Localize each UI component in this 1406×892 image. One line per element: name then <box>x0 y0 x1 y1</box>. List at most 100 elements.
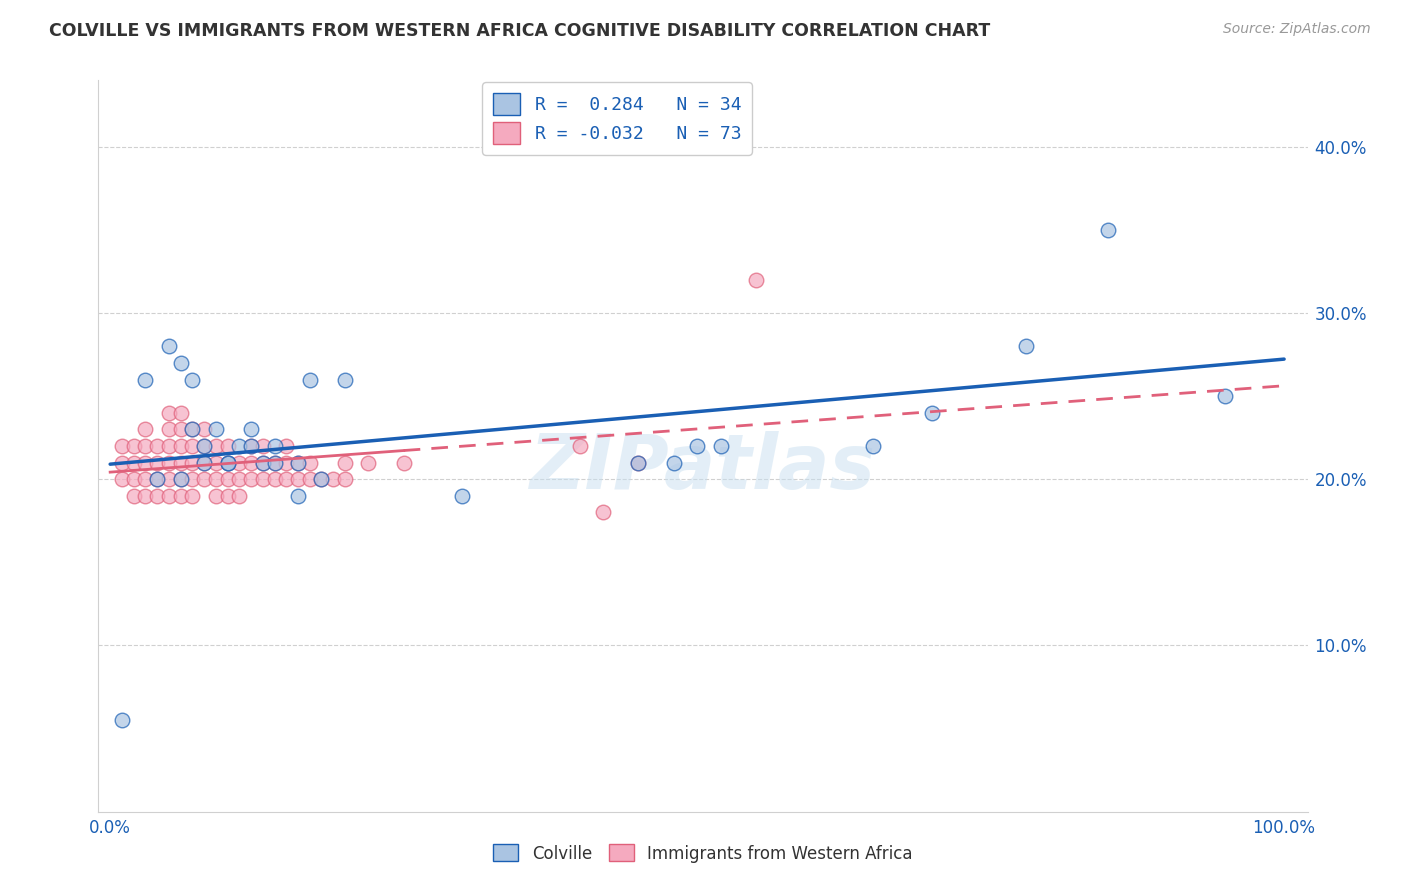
Point <box>627 456 650 470</box>
Point <box>122 456 145 470</box>
Point <box>263 456 285 470</box>
Point <box>240 422 263 436</box>
Point <box>357 456 380 470</box>
Point <box>662 456 685 470</box>
Point <box>287 489 309 503</box>
Point <box>181 422 204 436</box>
Point <box>287 456 309 470</box>
Point <box>240 439 263 453</box>
Point <box>146 472 169 486</box>
Point <box>193 422 215 436</box>
Point <box>111 714 134 728</box>
Legend: Colville, Immigrants from Western Africa: Colville, Immigrants from Western Africa <box>486 838 920 869</box>
Point <box>240 439 263 453</box>
Point <box>1215 389 1237 403</box>
Point <box>745 273 768 287</box>
Point <box>311 472 333 486</box>
Point <box>157 439 180 453</box>
Point <box>298 472 321 486</box>
Point <box>193 456 215 470</box>
Point <box>710 439 733 453</box>
Point <box>311 472 333 486</box>
Point <box>181 372 204 386</box>
Point <box>862 439 884 453</box>
Point <box>217 456 239 470</box>
Point <box>134 456 156 470</box>
Point <box>287 472 309 486</box>
Point <box>146 472 169 486</box>
Point <box>217 472 239 486</box>
Point <box>169 472 191 486</box>
Point <box>193 439 215 453</box>
Point <box>181 456 204 470</box>
Point <box>276 456 298 470</box>
Point <box>287 456 309 470</box>
Point <box>228 472 250 486</box>
Point <box>193 456 215 470</box>
Point <box>333 472 356 486</box>
Point <box>134 489 156 503</box>
Point <box>169 472 191 486</box>
Point <box>568 439 591 453</box>
Point <box>122 489 145 503</box>
Point <box>169 356 191 370</box>
Point <box>181 472 204 486</box>
Point <box>252 456 274 470</box>
Point <box>252 472 274 486</box>
Point <box>181 422 204 436</box>
Point <box>146 439 169 453</box>
Point <box>217 439 239 453</box>
Point <box>181 489 204 503</box>
Point <box>298 372 321 386</box>
Point <box>134 422 156 436</box>
Point <box>111 472 134 486</box>
Point <box>451 489 474 503</box>
Point <box>252 456 274 470</box>
Point <box>157 472 180 486</box>
Point <box>217 489 239 503</box>
Point <box>240 472 263 486</box>
Point <box>122 439 145 453</box>
Point <box>204 489 226 503</box>
Point <box>686 439 709 453</box>
Point <box>263 456 285 470</box>
Point <box>228 439 250 453</box>
Point <box>204 422 226 436</box>
Point <box>169 422 191 436</box>
Point <box>146 489 169 503</box>
Point <box>193 472 215 486</box>
Point <box>392 456 415 470</box>
Text: COLVILLE VS IMMIGRANTS FROM WESTERN AFRICA COGNITIVE DISABILITY CORRELATION CHAR: COLVILLE VS IMMIGRANTS FROM WESTERN AFRI… <box>49 22 990 40</box>
Point <box>134 439 156 453</box>
Point <box>169 406 191 420</box>
Point <box>217 456 239 470</box>
Point <box>169 456 191 470</box>
Point <box>157 489 180 503</box>
Point <box>298 456 321 470</box>
Point <box>122 472 145 486</box>
Point <box>263 439 285 453</box>
Point <box>263 472 285 486</box>
Point <box>193 439 215 453</box>
Point <box>627 456 650 470</box>
Point <box>204 456 226 470</box>
Point <box>157 406 180 420</box>
Point <box>1015 339 1038 353</box>
Point <box>240 456 263 470</box>
Point <box>228 456 250 470</box>
Point <box>204 439 226 453</box>
Point <box>1097 223 1119 237</box>
Point <box>157 422 180 436</box>
Point <box>921 406 943 420</box>
Point <box>111 456 134 470</box>
Point <box>592 506 614 520</box>
Point <box>134 372 156 386</box>
Point <box>322 472 344 486</box>
Text: ZIPatlas: ZIPatlas <box>530 431 876 505</box>
Point <box>169 489 191 503</box>
Point <box>134 472 156 486</box>
Point <box>228 489 250 503</box>
Point <box>181 439 204 453</box>
Point <box>146 456 169 470</box>
Point <box>204 472 226 486</box>
